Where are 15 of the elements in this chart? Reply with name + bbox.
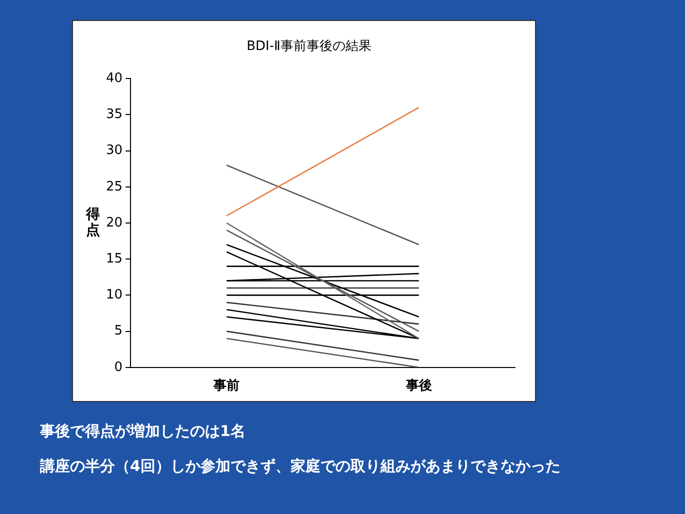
y-tick-label: 35 <box>106 107 123 122</box>
text: 講座の半分（4回）しか参加できず、家庭での取り組みがあまりできなかった <box>40 457 560 476</box>
x-tick-label: 事後 <box>404 378 432 394</box>
y-tick-label: 0 <box>114 360 123 375</box>
y-tick-label: 5 <box>114 324 123 339</box>
x-tick-label: 事前 <box>212 378 240 394</box>
chart-title: BDI-Ⅱ事前事後の結果 <box>246 39 372 54</box>
text: 事後で得点が増加したのは1名 <box>40 422 246 441</box>
y-tick-label: 15 <box>106 251 123 266</box>
y-tick-label: 10 <box>106 288 123 303</box>
y-tick-label: 40 <box>106 70 123 86</box>
y-tick-label: 25 <box>106 179 123 194</box>
y-tick-label: 20 <box>106 215 123 230</box>
y-tick-label: 30 <box>106 143 123 158</box>
y-axis-title: 得点 <box>85 206 100 239</box>
